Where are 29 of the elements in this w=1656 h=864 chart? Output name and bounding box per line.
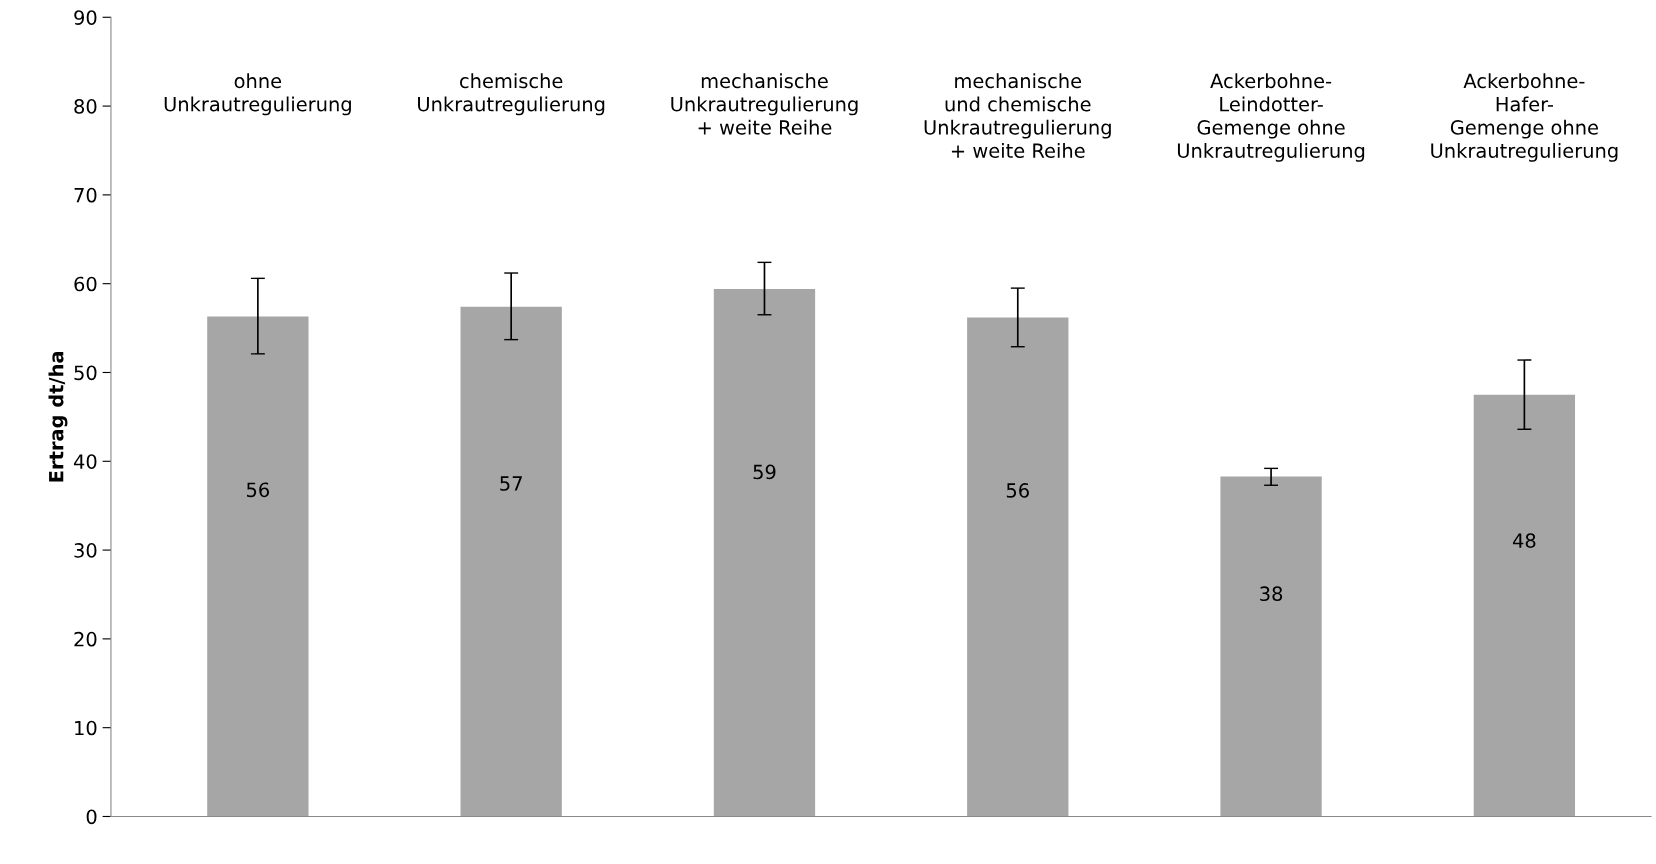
bar	[713, 289, 816, 817]
y-tick-label: 20	[74, 631, 97, 647]
x-tick-label: mechanische Unkrautregulierung + weite Reihe	[671, 73, 858, 135]
data-label: 56	[247, 482, 270, 498]
data-label: 59	[753, 464, 776, 480]
y-tick-label: 90	[74, 10, 97, 25]
y-tick-label: 10	[75, 720, 97, 736]
x-tick-label: ohne Unkrautregulierung	[164, 73, 351, 116]
y-tick-label: 70	[74, 187, 97, 203]
bar	[207, 316, 309, 817]
x-tick-label: Ackerbohne- Leindotter- Gemenge ohne Unkrautregulierung	[1177, 73, 1365, 162]
data-label: 48	[1512, 533, 1536, 548]
y-tick-label: 30	[74, 543, 97, 558]
y-tick-label: 80	[74, 99, 97, 114]
y-tick-label: 40	[73, 454, 97, 469]
bar	[1473, 394, 1576, 817]
y-tick-label: 0	[86, 809, 97, 825]
y-tick-label: 60	[74, 276, 97, 292]
bar	[967, 317, 1069, 817]
bar	[1220, 476, 1322, 817]
bar	[460, 306, 562, 817]
x-tick-label: chemische Unkrautregulierung	[418, 73, 605, 116]
y-axis-title: Ertrag dt/ha	[48, 351, 68, 482]
data-label: 56	[1006, 483, 1029, 498]
y-tick-label: 50	[74, 365, 97, 381]
x-tick-label: mechanische und chemische Unkrautregulierung + weite Reihe	[924, 73, 1111, 159]
x-tick-label: Ackerbohne- Hafer- Gemenge ohne Unkrautregulierung	[1431, 73, 1618, 162]
data-label: 57	[500, 476, 522, 491]
data-label: 38	[1260, 586, 1283, 602]
